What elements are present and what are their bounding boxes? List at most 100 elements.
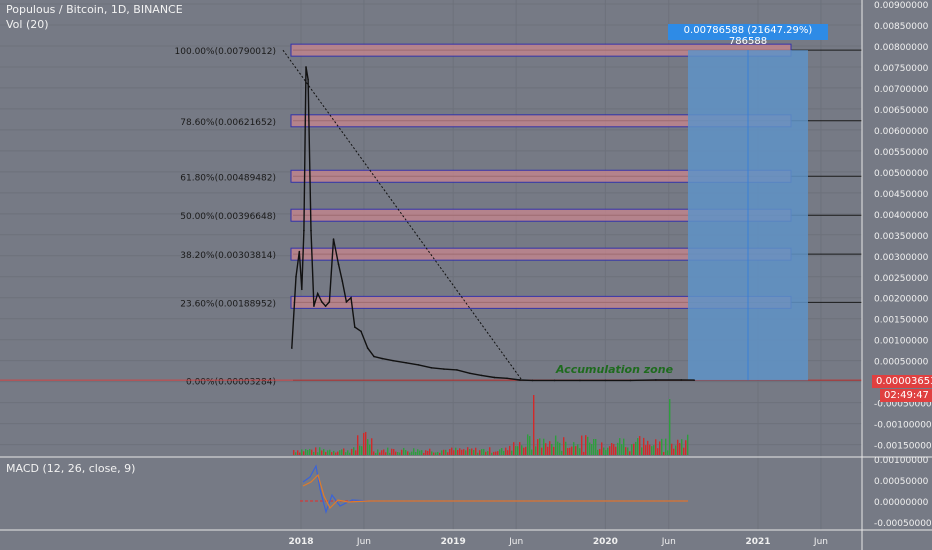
price-point <box>321 301 323 303</box>
accumulation-zone-label: Accumulation zone <box>556 363 674 376</box>
price-point <box>350 296 352 299</box>
price-point <box>493 376 496 379</box>
countdown-tag: 02:49:47 <box>880 389 932 402</box>
price-point <box>316 292 319 295</box>
volume-bar <box>415 452 417 455</box>
volume-bar <box>475 447 477 455</box>
price-point <box>392 359 394 362</box>
price-point <box>328 301 331 303</box>
volume-bar <box>619 438 621 455</box>
volume-bar <box>369 444 371 455</box>
volume-bar <box>547 446 549 455</box>
volume-bar <box>641 447 643 455</box>
price-point <box>629 379 632 382</box>
volume-bar <box>377 449 379 455</box>
price-axis-tick: 0.00700000 <box>874 85 929 95</box>
volume-bar <box>451 447 453 455</box>
volume-bar <box>591 444 593 455</box>
volume-bar <box>645 445 647 455</box>
volume-bar <box>311 449 313 455</box>
volume-bar <box>309 448 311 455</box>
volume-bar <box>399 452 401 455</box>
volume-bar <box>393 449 395 455</box>
volume-bar <box>625 447 627 455</box>
volume-bar <box>413 448 415 455</box>
price-point <box>469 372 471 375</box>
macd-axis-tick: -0.00050000 <box>874 519 932 529</box>
price-point <box>291 347 293 349</box>
volume-bar <box>525 446 527 455</box>
volume-bar <box>467 447 469 455</box>
symbol-title: Populous / Bitcoin, 1D, BINANCE <box>6 3 183 16</box>
fib-level-label: 61.80%(0.00489482) <box>180 173 276 183</box>
volume-bar <box>615 446 617 455</box>
macd-line <box>302 464 688 515</box>
volume-bar <box>491 452 493 455</box>
volume-bar <box>527 434 529 455</box>
volume-indicator-label[interactable]: Vol (20) <box>6 18 49 31</box>
volume-bar <box>577 444 579 455</box>
price-axis-tick: 0.00750000 <box>874 64 929 74</box>
volume-bar <box>561 450 563 455</box>
volume-bar <box>333 450 335 455</box>
volume-bar <box>313 451 315 455</box>
volume-bar <box>607 447 609 455</box>
volume-bar <box>391 448 393 455</box>
price-point <box>345 301 348 303</box>
price-point <box>341 280 344 282</box>
last-price-tag: 0.00003653 <box>872 375 932 388</box>
macd-axis-tick: 0.00000000 <box>874 498 929 508</box>
price-axis-tick: 0.00900000 <box>874 1 929 11</box>
volume-bar <box>531 449 533 455</box>
fib-level-label: 38.20%(0.00303814) <box>180 251 276 261</box>
price-point <box>366 347 369 349</box>
macd-indicator-label[interactable]: MACD (12, 26, close, 9) <box>6 462 136 475</box>
volume-bar <box>569 447 571 455</box>
volume-bar <box>441 450 443 455</box>
volume-bar <box>613 443 615 455</box>
fib-level-label: 50.00%(0.00396648) <box>180 212 276 222</box>
volume-bar <box>343 448 345 455</box>
measure-box <box>688 50 808 381</box>
volume-bar <box>519 442 521 455</box>
volume-bar <box>471 448 473 455</box>
price-point <box>553 379 556 382</box>
volume-bar <box>529 436 531 455</box>
volume-bar <box>483 448 485 455</box>
volume-bar <box>433 452 435 455</box>
volume-bar <box>349 452 351 455</box>
date-axis-tick: 2019 <box>441 537 466 547</box>
volume-bar <box>555 435 557 455</box>
volume-bar <box>657 448 659 455</box>
volume-bar <box>303 451 305 455</box>
volume-bar <box>637 438 639 455</box>
volume-bar <box>679 443 681 455</box>
volume-bar <box>427 450 429 455</box>
volume-bar <box>447 452 449 455</box>
price-point <box>693 379 696 381</box>
volume-bar <box>565 441 567 455</box>
volume-bar <box>443 449 445 455</box>
volume-bar <box>627 447 629 455</box>
price-point <box>373 355 375 358</box>
volume-bar <box>453 450 455 455</box>
price-line <box>291 66 695 382</box>
volume-bar <box>633 443 635 455</box>
volume-bar <box>383 449 385 455</box>
volume-bar <box>551 443 553 455</box>
volume-bar <box>315 447 317 455</box>
volume-bar <box>585 435 587 455</box>
volume-bar <box>617 442 619 455</box>
volume-bar <box>385 452 387 455</box>
volume-bar <box>497 451 499 455</box>
volume-bar <box>601 442 603 455</box>
price-axis-tick: 0.00100000 <box>874 337 929 347</box>
price-point <box>456 369 458 371</box>
fib-zone <box>290 43 792 57</box>
volume-bar <box>457 450 459 455</box>
volume-bar <box>535 446 537 455</box>
volume-bar <box>317 452 319 455</box>
price-axis-tick: -0.00050000 <box>874 400 932 410</box>
volume-bar <box>635 441 637 455</box>
volume-bar <box>353 447 355 455</box>
